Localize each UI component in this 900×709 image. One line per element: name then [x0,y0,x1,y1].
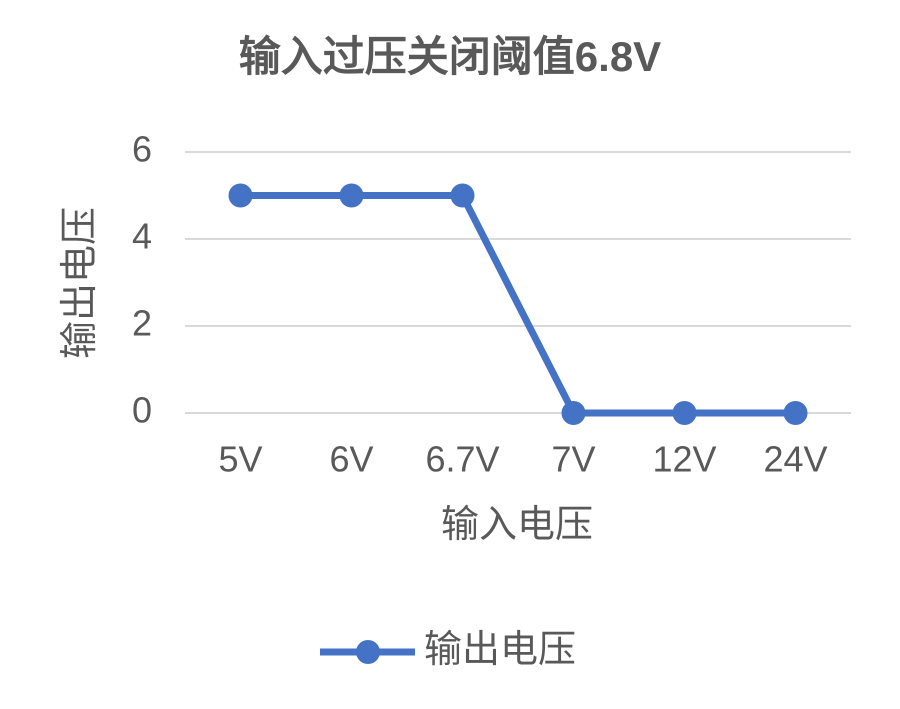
y-tick-label: 4 [132,216,152,257]
x-tick-label: 6.7V [425,439,499,480]
legend-label: 输出电压 [424,629,576,671]
point [783,401,808,425]
y-axis-label: 输出电压 [59,207,101,359]
x-axis-label: 输入电压 [441,504,593,546]
point [561,401,586,425]
point [672,401,697,425]
y-tick-label: 2 [132,303,152,344]
x-tick-label: 5V [218,439,262,480]
y-tick-label: 6 [132,129,152,170]
y-tick-label: 0 [132,390,152,431]
point [228,183,253,208]
point [339,183,364,208]
series-line [240,192,796,417]
chart-title: 输入过压关闭阈值6.8V [239,33,661,80]
x-tick-label: 24V [763,439,827,480]
legend-marker [356,640,380,664]
point [450,183,475,208]
x-tick-label: 6V [329,439,373,480]
x-tick-label: 7V [551,439,595,480]
x-tick-label: 12V [652,439,716,480]
